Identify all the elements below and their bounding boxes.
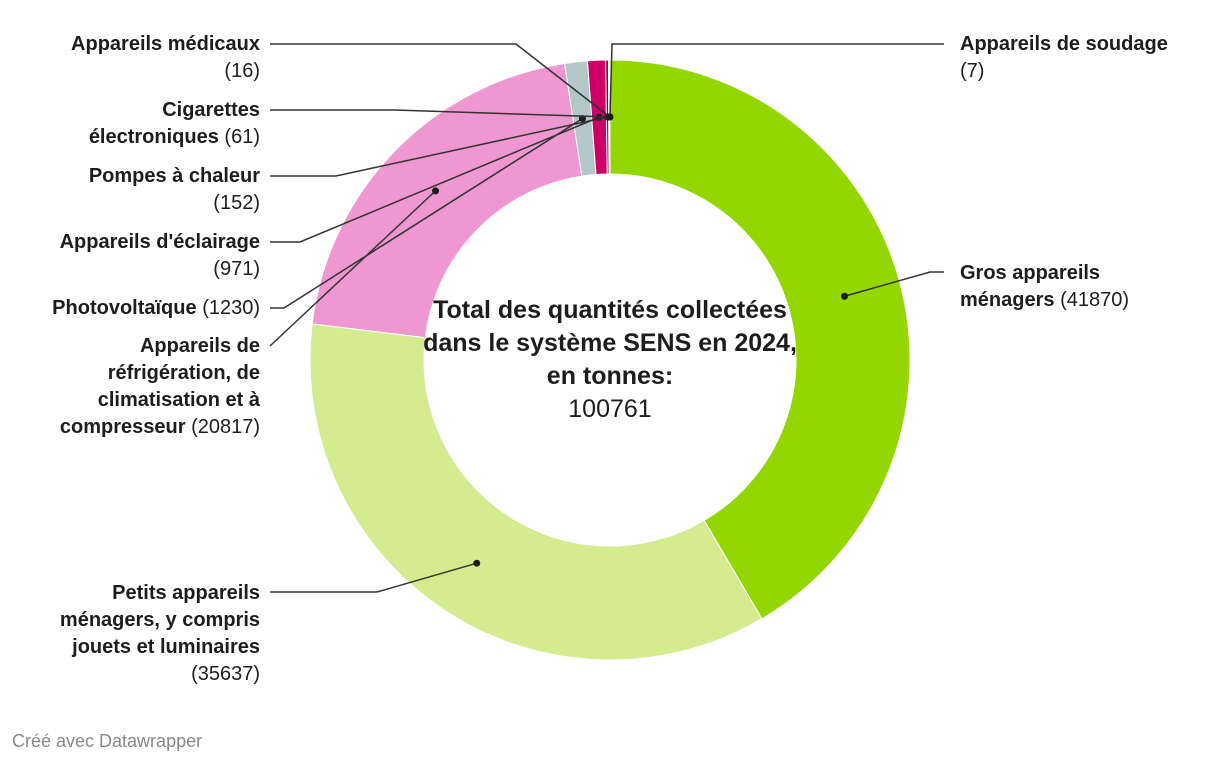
leader-line-0 (844, 271, 944, 297)
center-title: Total des quantités collectées dans le s… (423, 296, 797, 390)
label-value: (7) (960, 60, 985, 82)
label-name: Appareils d'éclairage (59, 231, 260, 253)
leader-line-4 (270, 116, 600, 243)
label-gros-appareils: Gros appareils ménagers (41870) (960, 260, 1180, 314)
label-value: (971) (213, 258, 260, 280)
label-photovoltaique: Photovoltaïque (1230) (10, 295, 260, 322)
slice-0 (609, 59, 911, 620)
label-name: Gros appareils ménagers (960, 262, 1101, 311)
leader-dot-2 (432, 187, 440, 195)
leader-line-8 (609, 43, 944, 118)
leader-line-1 (270, 562, 477, 593)
label-name: Cigarettes électroniques (88, 99, 260, 148)
label-value: (35637) (191, 663, 260, 685)
leader-line-6 (270, 109, 610, 118)
label-name: Photovoltaïque (52, 297, 197, 319)
label-pompes-a-chaleur: Pompes à chaleur (152) (10, 163, 260, 217)
slice-2 (311, 62, 583, 339)
center-label: Total des quantités collectées dans le s… (410, 294, 810, 426)
leader-dot-8 (606, 113, 614, 121)
leader-line-2 (269, 190, 437, 347)
label-value: (16) (224, 60, 260, 82)
label-value: (20817) (191, 416, 260, 438)
leader-line-3 (270, 117, 583, 309)
label-appareils-medicaux: Appareils médicaux (16) (10, 31, 260, 85)
label-value: (152) (213, 192, 260, 214)
center-total: 100761 (568, 395, 652, 423)
label-name: Appareils de soudage (960, 33, 1168, 55)
label-appareils-eclairage: Appareils d'éclairage (971) (10, 229, 260, 283)
leader-dot-1 (473, 559, 481, 567)
leader-line-5 (270, 116, 608, 177)
label-petits-appareils: Petits appareils ménagers, y compris jou… (25, 580, 260, 688)
label-appareils-soudage: Appareils de soudage (7) (960, 31, 1210, 85)
label-value: (41870) (1060, 289, 1129, 311)
label-appareils-refrigeration: Appareils de réfrigération, de climatisa… (15, 333, 260, 441)
label-name: Appareils de réfrigération, de climatisa… (59, 335, 260, 438)
label-name: Appareils médicaux (71, 33, 260, 55)
label-name: Pompes à chaleur (88, 165, 260, 187)
leader-line-7 (270, 43, 611, 118)
label-value: (61) (224, 126, 260, 148)
credit-text: Créé avec Datawrapper (12, 731, 203, 751)
label-name: Petits appareils ménagers, y compris jou… (59, 582, 260, 658)
leader-dot-0 (840, 292, 848, 300)
label-cigarettes-electroniques: Cigarettes électroniques (61) (80, 97, 260, 151)
slice-1 (309, 323, 763, 661)
label-value: (1230) (202, 297, 260, 319)
